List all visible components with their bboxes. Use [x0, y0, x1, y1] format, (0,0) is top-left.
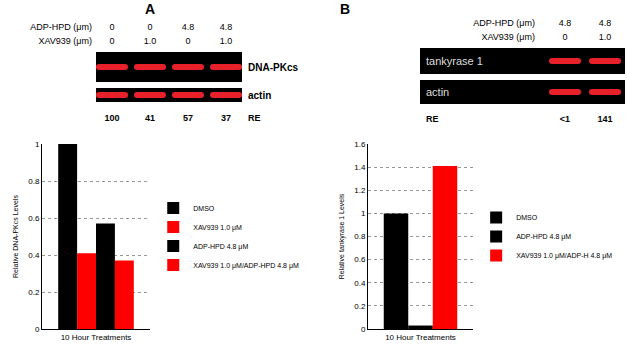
svg-text:0.8: 0.8 — [28, 177, 40, 186]
svg-text:1.0: 1.0 — [220, 36, 233, 46]
svg-text:0: 0 — [35, 325, 40, 334]
svg-text:ADP-HPD (μm): ADP-HPD (μm) — [30, 22, 92, 32]
svg-text:tankyrase 1: tankyrase 1 — [426, 55, 483, 67]
svg-text:0: 0 — [147, 22, 152, 32]
svg-text:0.6: 0.6 — [28, 214, 40, 223]
svg-text:1.0: 1.0 — [599, 32, 612, 42]
svg-text:0: 0 — [109, 22, 114, 32]
svg-text:0: 0 — [185, 36, 190, 46]
svg-text:4.8: 4.8 — [220, 22, 233, 32]
svg-text:37: 37 — [221, 113, 231, 123]
svg-text:XAV939 1.0 μM/ADP-HPD 4.8 μM: XAV939 1.0 μM/ADP-HPD 4.8 μM — [193, 262, 299, 270]
svg-text:ADP-HPD (μm): ADP-HPD (μm) — [473, 18, 535, 28]
svg-text:10 Hour Treatments: 10 Hour Treatments — [61, 333, 132, 342]
svg-text:1.0: 1.0 — [144, 36, 157, 46]
svg-text:0: 0 — [109, 36, 114, 46]
svg-text:57: 57 — [183, 113, 193, 123]
svg-text:DMSO: DMSO — [516, 214, 538, 221]
svg-text:0.4: 0.4 — [28, 251, 40, 260]
svg-text:DNA-PKcs: DNA-PKcs — [248, 62, 298, 73]
svg-text:DMSO: DMSO — [193, 205, 215, 212]
svg-text:100: 100 — [104, 113, 119, 123]
svg-text:actin: actin — [248, 90, 271, 101]
svg-text:RE: RE — [248, 113, 261, 123]
svg-text:actin: actin — [426, 86, 449, 98]
svg-text:1.2: 1.2 — [354, 186, 366, 195]
svg-text:0.2: 0.2 — [28, 288, 40, 297]
svg-text:B: B — [340, 1, 350, 17]
svg-text:41: 41 — [145, 113, 155, 123]
svg-text:A: A — [145, 1, 155, 17]
svg-text:XAV939 1.0 μM: XAV939 1.0 μM — [193, 224, 242, 232]
svg-text:4.8: 4.8 — [599, 18, 612, 28]
svg-text:XAV939 (μm): XAV939 (μm) — [38, 36, 92, 46]
svg-text:141: 141 — [597, 114, 612, 124]
svg-text:Relative DNA-PKcs Levels: Relative DNA-PKcs Levels — [12, 195, 19, 278]
svg-text:10 Hour Treatments: 10 Hour Treatments — [385, 333, 456, 342]
svg-text:1.4: 1.4 — [354, 163, 366, 172]
svg-text:4.8: 4.8 — [182, 22, 195, 32]
svg-text:ADP-HPD 4.8 μM: ADP-HPD 4.8 μM — [516, 233, 571, 241]
svg-text:XAV939 (μm): XAV939 (μm) — [481, 32, 535, 42]
svg-text:0.8: 0.8 — [354, 232, 366, 241]
svg-text:Relative tankyrase 1 Levels: Relative tankyrase 1 Levels — [338, 193, 346, 279]
svg-text:0.2: 0.2 — [354, 302, 366, 311]
svg-text:0: 0 — [361, 325, 366, 334]
svg-text:ADP-HPD 4.8 μM: ADP-HPD 4.8 μM — [193, 243, 248, 251]
svg-text:1: 1 — [361, 209, 366, 218]
svg-text:4.8: 4.8 — [559, 18, 572, 28]
svg-text:0: 0 — [562, 32, 567, 42]
svg-text:1: 1 — [35, 140, 40, 149]
svg-text:XAV939 1.0 μM/ADP-H 4.8 μM: XAV939 1.0 μM/ADP-H 4.8 μM — [516, 252, 612, 260]
svg-text:0.6: 0.6 — [354, 255, 366, 264]
svg-text:1.6: 1.6 — [354, 140, 366, 149]
svg-text:<1: <1 — [560, 114, 570, 124]
svg-text:0.4: 0.4 — [354, 279, 366, 288]
svg-text:RE: RE — [426, 114, 439, 124]
